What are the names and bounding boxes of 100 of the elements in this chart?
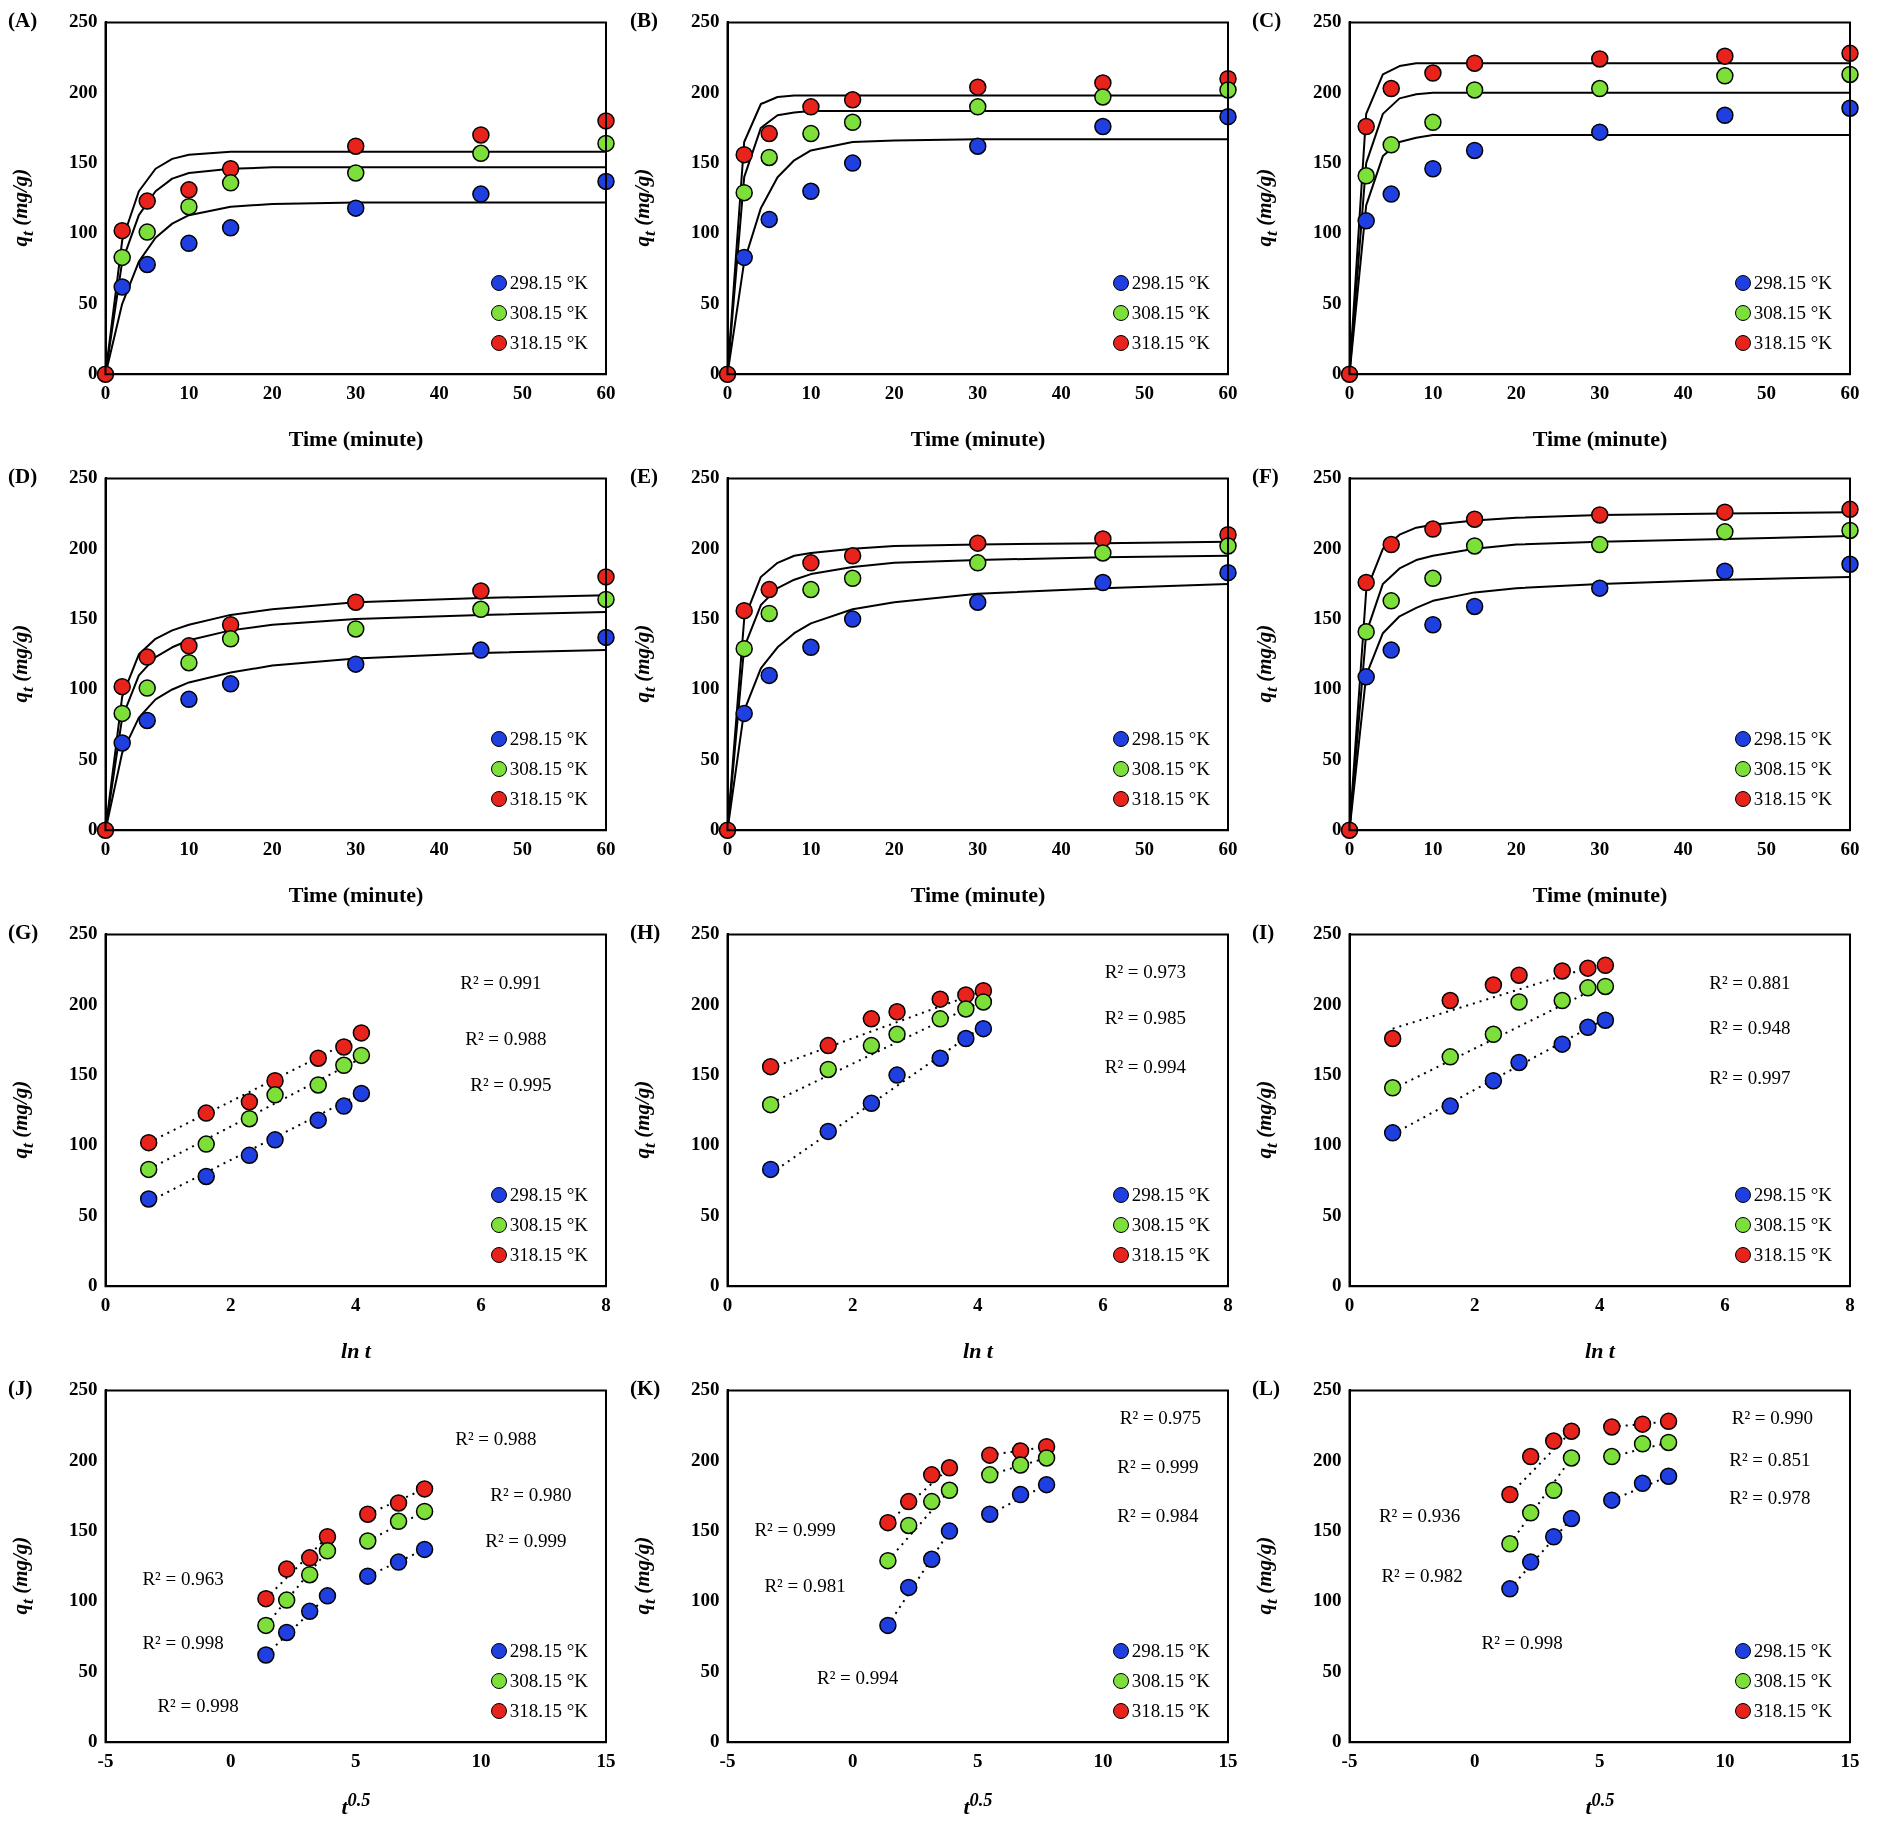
point bbox=[862, 1036, 881, 1055]
legend-label: 308.15 °K bbox=[1131, 1670, 1210, 1692]
legend-label: 308.15 °K bbox=[509, 758, 588, 780]
legend-label: 318.15 °K bbox=[1131, 1700, 1210, 1722]
point bbox=[139, 1133, 158, 1152]
point bbox=[1501, 1535, 1519, 1553]
y-tick-label: 0 bbox=[1332, 1274, 1342, 1296]
point bbox=[1521, 1447, 1540, 1466]
x-tick-label: 5 bbox=[973, 1749, 983, 1771]
point bbox=[735, 704, 753, 723]
annotation: R² = 0.999 bbox=[754, 1519, 836, 1541]
y-tick-label: 150 bbox=[691, 1519, 720, 1541]
x-tick-label: 50 bbox=[1135, 381, 1155, 403]
point bbox=[1591, 579, 1609, 597]
x-tick-label: 2 bbox=[1469, 1293, 1480, 1315]
point bbox=[1716, 47, 1734, 65]
point bbox=[1591, 50, 1609, 68]
point bbox=[1521, 1504, 1540, 1522]
point bbox=[266, 1086, 284, 1104]
x-tick-label: -5 bbox=[719, 1749, 736, 1771]
point bbox=[1094, 117, 1112, 136]
point bbox=[389, 1512, 408, 1531]
point bbox=[1659, 1433, 1678, 1452]
x-tick-label: 50 bbox=[1757, 381, 1777, 403]
point bbox=[1382, 592, 1400, 610]
y-tick-label: 150 bbox=[691, 607, 720, 629]
x-tick-label: 60 bbox=[1840, 381, 1860, 403]
point bbox=[472, 641, 490, 659]
legend-label: 318.15 °K bbox=[509, 332, 588, 354]
point bbox=[862, 1010, 881, 1028]
point bbox=[180, 181, 198, 199]
point bbox=[138, 648, 156, 666]
y-tick-label: 100 bbox=[69, 1589, 98, 1611]
y-tick-label: 50 bbox=[78, 747, 98, 769]
y-tick-label: 100 bbox=[69, 1133, 98, 1155]
point bbox=[1603, 1491, 1621, 1509]
legend-label: 308.15 °K bbox=[1753, 1670, 1832, 1692]
point bbox=[240, 1109, 259, 1128]
point bbox=[1484, 976, 1503, 994]
y-tick-label: 0 bbox=[1332, 1730, 1342, 1752]
point bbox=[1510, 993, 1528, 1011]
point bbox=[957, 1029, 975, 1048]
point bbox=[257, 1646, 275, 1664]
x-axis-title: t$^{0.5}$ bbox=[1584, 1789, 1616, 1820]
annotation: R² = 0.978 bbox=[1729, 1487, 1811, 1509]
point bbox=[309, 1111, 327, 1129]
x-tick-label: 10 bbox=[179, 837, 199, 859]
point bbox=[113, 278, 131, 296]
point bbox=[1596, 1011, 1615, 1029]
annotation: R² = 0.851 bbox=[1729, 1448, 1811, 1470]
point bbox=[180, 197, 198, 216]
legend-label: 298.15 °K bbox=[509, 272, 588, 294]
x-tick-label: 20 bbox=[884, 381, 904, 403]
y-tick-label: 100 bbox=[691, 221, 720, 243]
chart-title: (D) bbox=[8, 464, 38, 489]
point bbox=[221, 160, 240, 178]
point bbox=[1553, 962, 1571, 980]
point bbox=[1441, 1048, 1459, 1066]
y-tick-label: 0 bbox=[88, 1274, 98, 1296]
y-tick-label: 100 bbox=[1313, 677, 1342, 699]
point bbox=[1716, 523, 1734, 541]
annotation: R² = 0.948 bbox=[1709, 1017, 1791, 1039]
point bbox=[1603, 1447, 1621, 1466]
point bbox=[879, 1551, 897, 1570]
point bbox=[1465, 54, 1484, 72]
point bbox=[888, 1025, 906, 1044]
legend-label: 308.15 °K bbox=[1131, 758, 1210, 780]
y-tick-label: 50 bbox=[1322, 747, 1342, 769]
point bbox=[472, 582, 490, 600]
x-tick-label: 6 bbox=[1720, 1293, 1730, 1315]
x-tick-label: 6 bbox=[476, 1293, 486, 1315]
legend-label: 298.15 °K bbox=[1131, 1640, 1210, 1662]
chart-title: (C) bbox=[1252, 8, 1282, 33]
point bbox=[1094, 544, 1112, 562]
point bbox=[1037, 1475, 1056, 1494]
point bbox=[802, 554, 820, 572]
point bbox=[802, 638, 820, 657]
point bbox=[819, 1122, 837, 1141]
point bbox=[1465, 510, 1484, 528]
x-tick-label: 20 bbox=[1506, 837, 1526, 859]
x-tick-label: 10 bbox=[1423, 381, 1443, 403]
x-tick-label: 10 bbox=[801, 381, 821, 403]
point bbox=[760, 148, 778, 167]
point bbox=[180, 653, 198, 672]
point bbox=[309, 1076, 327, 1094]
point bbox=[389, 1553, 408, 1571]
x-tick-label: 60 bbox=[596, 381, 616, 403]
point bbox=[221, 219, 240, 237]
y-tick-label: 200 bbox=[1313, 80, 1342, 102]
point bbox=[1603, 1418, 1621, 1436]
point bbox=[899, 1516, 918, 1535]
x-tick-label: 4 bbox=[351, 1293, 361, 1315]
legend-label: 308.15 °K bbox=[1753, 1214, 1832, 1236]
y-tick-label: 0 bbox=[710, 1274, 720, 1296]
annotation: R² = 0.980 bbox=[490, 1483, 572, 1505]
legend-label: 308.15 °K bbox=[509, 1214, 588, 1236]
point bbox=[802, 98, 820, 116]
x-tick-label: 0 bbox=[225, 1749, 236, 1771]
point bbox=[352, 1024, 371, 1042]
point bbox=[940, 1522, 959, 1540]
